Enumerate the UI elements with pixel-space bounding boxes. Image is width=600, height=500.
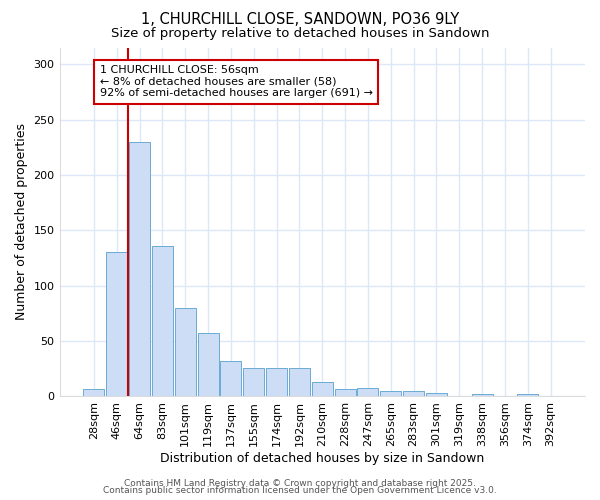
Bar [358, 388, 379, 396]
Bar [129, 142, 150, 396]
Text: 1 CHURCHILL CLOSE: 56sqm
← 8% of detached houses are smaller (58)
92% of semi-de: 1 CHURCHILL CLOSE: 56sqm ← 8% of detache… [100, 65, 373, 98]
Bar [243, 368, 264, 396]
Bar [220, 361, 241, 396]
Text: Size of property relative to detached houses in Sandown: Size of property relative to detached ho… [111, 28, 489, 40]
Bar [380, 391, 401, 396]
Bar [335, 388, 356, 396]
Bar [312, 382, 333, 396]
Bar [83, 388, 104, 396]
Y-axis label: Number of detached properties: Number of detached properties [15, 124, 28, 320]
Text: Contains public sector information licensed under the Open Government Licence v3: Contains public sector information licen… [103, 486, 497, 495]
Bar [426, 393, 447, 396]
Bar [472, 394, 493, 396]
Bar [106, 252, 127, 396]
Bar [403, 391, 424, 396]
Text: Contains HM Land Registry data © Crown copyright and database right 2025.: Contains HM Land Registry data © Crown c… [124, 478, 476, 488]
Bar [289, 368, 310, 396]
Text: 1, CHURCHILL CLOSE, SANDOWN, PO36 9LY: 1, CHURCHILL CLOSE, SANDOWN, PO36 9LY [141, 12, 459, 28]
Bar [175, 308, 196, 396]
Bar [266, 368, 287, 396]
X-axis label: Distribution of detached houses by size in Sandown: Distribution of detached houses by size … [160, 452, 484, 465]
Bar [197, 334, 218, 396]
Bar [152, 246, 173, 396]
Bar [517, 394, 538, 396]
